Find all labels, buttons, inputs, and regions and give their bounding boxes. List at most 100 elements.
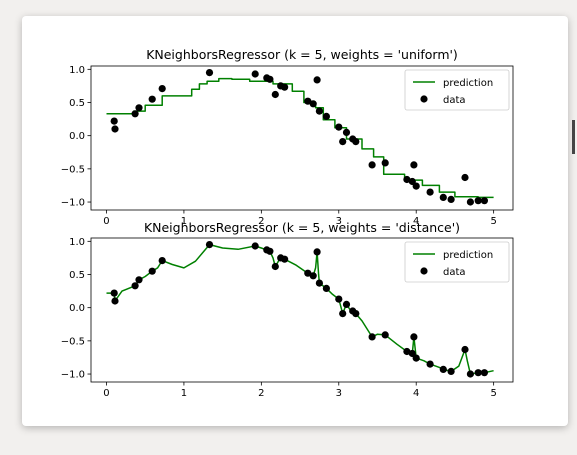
data-point	[304, 97, 312, 105]
data-point	[281, 83, 289, 91]
figure-card: 0 1 2 3 4 5 1.0 0.5 0.0 −0.5 −1.0 KNeighborsRegress…	[22, 16, 568, 426]
data-point	[439, 193, 447, 201]
data-point	[368, 333, 376, 341]
y-tick-label: −0.5	[61, 336, 85, 347]
data-point	[266, 247, 274, 255]
data-point	[271, 90, 279, 99]
data-point	[381, 331, 389, 339]
data-point	[403, 175, 411, 184]
chart-title: KNeighborsRegressor (k = 5, weights = 'd…	[144, 220, 460, 235]
data-point	[322, 284, 330, 292]
data-point	[403, 347, 411, 356]
x-tick-label: 0	[103, 216, 109, 227]
data-point	[131, 110, 139, 118]
data-point	[447, 195, 455, 203]
axes-frame	[90, 65, 514, 211]
x-tick-label: 1	[181, 388, 187, 399]
legend-label-data: data	[443, 95, 466, 106]
data-point	[251, 242, 259, 250]
data-point	[110, 117, 118, 125]
data-point	[339, 138, 347, 146]
data-point	[342, 300, 351, 308]
data-point	[474, 197, 482, 205]
x-tick-label: 5	[490, 388, 496, 399]
x-tick-label: 4	[413, 388, 419, 399]
legend-label-data: data	[443, 267, 466, 278]
legend-swatch-data	[420, 267, 428, 275]
data-point	[304, 269, 312, 277]
legend-label-prediction: prediction	[443, 250, 493, 261]
data-point	[352, 310, 360, 318]
data-point	[135, 104, 143, 112]
data-point	[315, 279, 323, 287]
data-point	[271, 262, 279, 271]
x-tick-label: 3	[336, 388, 342, 399]
y-tick-label: −1.0	[61, 370, 85, 381]
data-point	[131, 282, 139, 290]
data-point	[410, 161, 418, 169]
data-point	[426, 188, 434, 196]
data-point	[111, 297, 119, 305]
data-point	[412, 182, 420, 190]
x-tick-label: 5	[490, 216, 496, 227]
data-point	[148, 95, 156, 103]
y-tick-label: −0.5	[61, 164, 85, 175]
data-point	[439, 365, 447, 373]
figure: 0 1 2 3 4 5 1.0 0.5 0.0 −0.5 −1.0 KNeighborsRegress…	[61, 47, 514, 399]
data-point	[309, 100, 317, 108]
y-tick-label: −1.0	[61, 198, 85, 209]
y-tick-label: 0.0	[69, 303, 85, 314]
data-point	[412, 354, 420, 362]
x-tick-label: 3	[336, 216, 342, 227]
legend-label-prediction: prediction	[443, 78, 493, 89]
x-tick-label: 4	[413, 216, 419, 227]
data-point	[111, 125, 119, 133]
data-point	[205, 241, 214, 249]
plot-uniform: 0 1 2 3 4 5 1.0 0.5 0.0 −0.5 −1.0 KNeighborsRegress…	[61, 47, 514, 227]
y-tick-label: 0.0	[69, 131, 85, 142]
data-point	[426, 360, 434, 368]
data-point	[342, 128, 351, 136]
data-point	[410, 333, 418, 341]
data-point	[322, 112, 330, 120]
data-point	[352, 138, 360, 146]
plot-distance: 0 1 2 3 4 5 1.0 0.5 0.0 −0.5 −1.0 KNeighborsRegress…	[61, 220, 514, 399]
data-point	[251, 70, 259, 78]
y-tick-label: 0.5	[69, 270, 85, 281]
data-point	[110, 289, 118, 297]
legend-box	[404, 241, 510, 283]
data-point	[381, 159, 389, 167]
data-point	[158, 85, 166, 93]
data-point	[281, 255, 289, 263]
data-point	[480, 369, 488, 377]
axes-frame	[90, 237, 514, 383]
data-point	[461, 173, 469, 182]
edge-bar	[572, 120, 575, 154]
data-point	[313, 76, 321, 84]
data-point	[474, 369, 482, 377]
data-point	[335, 295, 343, 303]
x-tick-label: 0	[103, 388, 109, 399]
y-tick-label: 1.0	[69, 237, 85, 248]
data-point	[309, 272, 317, 280]
data-point	[480, 197, 488, 205]
x-tick-label: 2	[258, 388, 264, 399]
legend-swatch-data	[420, 95, 428, 103]
chart-title: KNeighborsRegressor (k = 5, weights = 'u…	[146, 47, 458, 62]
x-tick-label: 1	[181, 216, 187, 227]
legend-box	[404, 69, 510, 111]
data-point	[158, 257, 166, 265]
data-point	[447, 367, 455, 375]
data-point	[368, 161, 376, 169]
data-point	[461, 345, 469, 354]
data-point	[266, 75, 274, 83]
x-tick-label: 2	[258, 216, 264, 227]
data-point	[335, 123, 343, 131]
data-point	[466, 370, 474, 378]
data-point	[315, 107, 323, 115]
y-tick-label: 1.0	[69, 65, 85, 76]
data-point	[148, 267, 156, 275]
data-point	[205, 69, 214, 77]
data-point	[466, 198, 474, 206]
data-point	[339, 310, 347, 318]
